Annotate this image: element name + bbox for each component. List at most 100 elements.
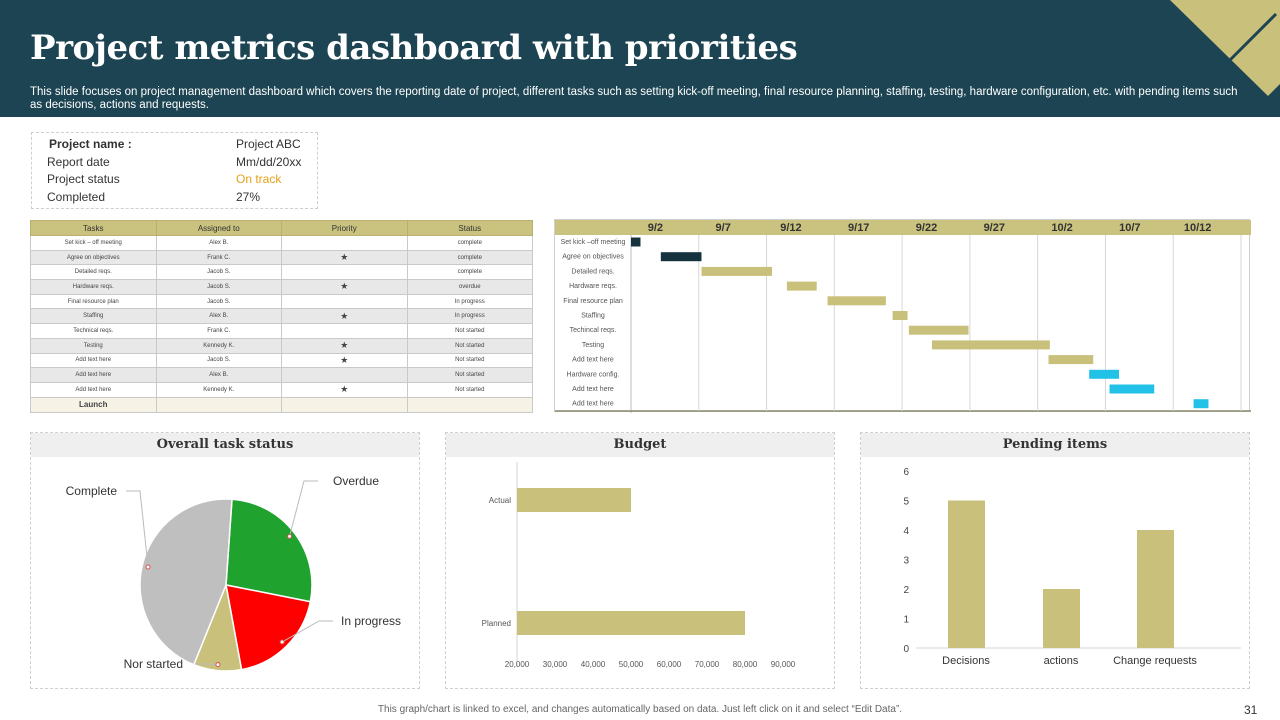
gantt-bar (1049, 355, 1094, 364)
gantt-task-label: Set kick –off meeting (561, 239, 626, 246)
priority-cell (282, 368, 408, 383)
budget-tick-label: 20,000 (505, 660, 530, 669)
pending-tick-label: 6 (903, 467, 909, 478)
task-name-cell: Agree on objectives (31, 250, 157, 265)
project-name-row: Project name : Project ABC (32, 137, 319, 154)
budget-tick-label: 40,000 (581, 660, 606, 669)
header-tasks: Tasks (31, 221, 157, 236)
project-status-value: On track (236, 172, 281, 186)
assigned-cell: Jacob S. (156, 265, 282, 280)
gantt-date-tick: 9/17 (848, 222, 869, 234)
gantt-date-tick: 9/7 (716, 222, 731, 234)
footer-note: This graph/chart is linked to excel, and… (0, 704, 1280, 715)
priority-cell: ★ (282, 353, 408, 368)
budget-tick-label: 90,000 (771, 660, 796, 669)
task-name-cell: Set kick – off meeting (31, 236, 157, 251)
gantt-date-tick: 10/7 (1119, 222, 1140, 234)
assigned-cell: Frank C. (156, 324, 282, 339)
gantt-task-label: Hardware reqs. (569, 283, 617, 290)
gantt-svg: 9/2 9/7 9/12 9/17 9/22 9/27 10/2 10/7 10/12 Set k… (555, 220, 1251, 413)
gantt-bar (1110, 385, 1155, 394)
page-number: 31 (1244, 703, 1257, 717)
budget-bar (517, 488, 631, 512)
pending-chart-svg: 0 1 2 3 4 5 6 Decisions actions Change requests (861, 457, 1251, 690)
pie-leader-line (193, 664, 218, 665)
gantt-task-label: Final resource plan (563, 298, 623, 305)
priority-cell (282, 294, 408, 309)
status-cell: Not started (407, 353, 533, 368)
gantt-date-tick: 10/12 (1184, 222, 1212, 234)
header-priority: Priority (282, 221, 408, 236)
pie-leader-line (290, 481, 318, 536)
budget-tick-label: 30,000 (543, 660, 568, 669)
launch-label: Launch (31, 397, 157, 412)
table-row: Hardware reqs. Jacob S. ★ overdue (31, 280, 533, 295)
priority-cell (282, 324, 408, 339)
status-cell: Not started (407, 324, 533, 339)
table-row: Technical reqs. Frank C. Not started (31, 324, 533, 339)
priority-cell: ★ (282, 382, 408, 397)
pending-tick-label: 0 (903, 644, 909, 655)
budget-chart-svg: Actual Planned 20,000 30,000 40,000 50,000 60,… (446, 457, 836, 690)
report-date-value: Mm/dd/20xx (236, 155, 301, 169)
assigned-cell: Kennedy K. (156, 338, 282, 353)
pending-bar (948, 501, 985, 649)
pie-label: Nor started (124, 657, 183, 671)
assigned-cell: Frank C. (156, 250, 282, 265)
budget-tick-label: 60,000 (657, 660, 682, 669)
pie-label: Complete (66, 484, 118, 498)
status-cell: complete (407, 265, 533, 280)
gantt-date-tick: 9/2 (648, 222, 663, 234)
gantt-bar (893, 311, 908, 320)
pie-leader-dot (280, 640, 284, 644)
gantt-bar (661, 252, 702, 261)
budget-tick-label: 70,000 (695, 660, 720, 669)
gantt-task-label: Add text here (572, 386, 614, 393)
table-row: Staffing Alex B. ★ In progress (31, 309, 533, 324)
pending-category-label: Change requests (1113, 655, 1197, 667)
priority-cell (282, 236, 408, 251)
budget-bar (517, 611, 745, 635)
completed-label: Completed (47, 190, 105, 204)
pie-chart-svg: OverdueIn progressNor startedComplete (31, 457, 421, 690)
report-date-row: Report date Mm/dd/20xx (32, 155, 319, 172)
gantt-date-tick: 9/12 (780, 222, 801, 234)
budget-tick-label: 80,000 (733, 660, 758, 669)
pending-tick-label: 1 (903, 615, 909, 626)
gantt-task-label: Testing (582, 342, 604, 349)
task-name-cell: Staffing (31, 309, 157, 324)
pie-leader-dot (288, 534, 292, 538)
gantt-task-label: Hardware config. (567, 371, 620, 378)
header-banner: Project metrics dashboard with prioritie… (0, 0, 1280, 117)
pending-title: Pending items (861, 433, 1249, 457)
priority-cell: ★ (282, 338, 408, 353)
task-status-title: Overall task status (31, 433, 419, 457)
pending-bar (1137, 530, 1174, 648)
gantt-bar (828, 296, 886, 305)
project-status-row: Project status On track (32, 172, 319, 189)
pie-slice (226, 499, 312, 601)
task-name-cell: Add text here (31, 353, 157, 368)
gantt-task-label: Detailed reqs. (571, 268, 614, 275)
launch-empty-cell (156, 397, 282, 412)
gantt-bar (787, 282, 817, 291)
pending-bar (1043, 589, 1080, 648)
gantt-task-label: Add text here (572, 357, 614, 364)
gantt-task-label: Agree on objectives (562, 254, 624, 261)
project-name-value: Project ABC (236, 137, 301, 151)
budget-category-label: Actual (489, 496, 511, 505)
task-name-cell: Add text here (31, 382, 157, 397)
budget-category-label: Planned (482, 619, 511, 628)
project-name-label: Project name : (49, 137, 132, 151)
pending-category-label: actions (1044, 655, 1079, 667)
budget-panel: Budget Actual Planned 20,000 30,000 40,000 50… (445, 432, 835, 689)
completed-row: Completed 27% (32, 190, 319, 207)
gantt-task-label: Staffing (581, 313, 605, 320)
assigned-cell: Alex B. (156, 236, 282, 251)
gantt-task-label: Add text here (572, 401, 614, 408)
priority-cell (282, 265, 408, 280)
table-row: Detailed reqs. Jacob S. complete (31, 265, 533, 280)
table-row: Agree on objectives Frank C. ★ complete (31, 250, 533, 265)
status-cell: Not started (407, 368, 533, 383)
task-status-panel: Overall task status Overdue In progress No… (30, 432, 420, 689)
